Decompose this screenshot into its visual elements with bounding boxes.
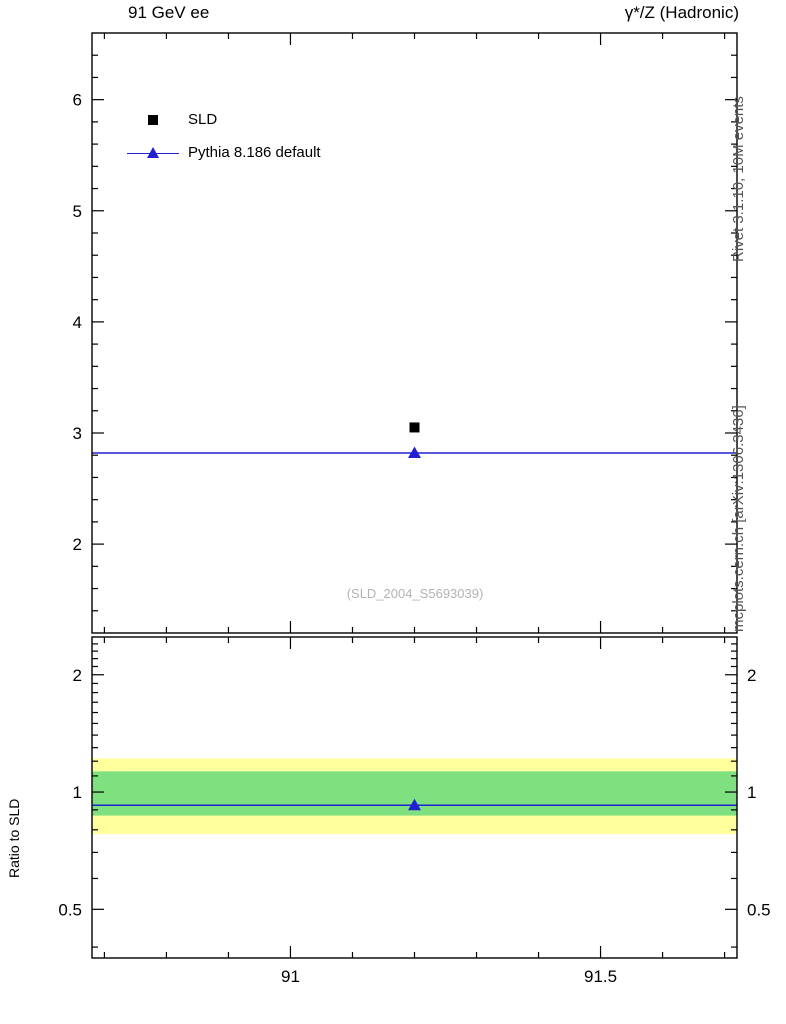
- ratio-panel-frame: [91, 636, 738, 959]
- main-y-tick-label: 4: [73, 313, 82, 332]
- ratio-y-tick-label-left: 1: [73, 783, 82, 802]
- ratio-y-tick-label-right: 1: [747, 783, 756, 802]
- x-tick-label: 91.5: [584, 967, 617, 986]
- main-y-tick-label: 5: [73, 202, 82, 221]
- beam-energy-title: 91 GeV ee: [128, 3, 210, 22]
- main-panel-series: [92, 422, 737, 458]
- axis-ticks: [92, 33, 737, 958]
- ratio-y-tick-label-right: 2: [747, 666, 756, 685]
- main-y-tick-label: 6: [73, 91, 82, 110]
- main-data-point: [409, 422, 420, 433]
- ratio-axis-label: Ratio to SLD: [6, 798, 22, 878]
- analysis-id-label: (SLD_2004_S5693039): [346, 586, 484, 601]
- ratio-uncertainty-bands: [92, 758, 737, 835]
- legend-label-data: SLD: [188, 111, 218, 128]
- main-panel-frame: [91, 32, 738, 634]
- ratio-panel-series: [92, 798, 737, 811]
- rivet-version-watermark: Rivet 3.1.10, 10M events: [730, 96, 747, 262]
- mc-line-triangle-marker-icon: [127, 136, 179, 169]
- legend-label-mc: Pythia 8.186 default: [188, 144, 321, 161]
- legend-item-mc: Pythia 8.186 default: [127, 136, 321, 169]
- legend: SLD Pythia 8.186 default: [127, 103, 321, 169]
- ratio-y-tick-label-left: 2: [73, 666, 82, 685]
- main-y-tick-label: 2: [73, 535, 82, 554]
- ratio-y-tick-label-left: 0.5: [58, 900, 82, 919]
- ratio-y-tick-label-right: 0.5: [747, 900, 771, 919]
- ratio-mc-point: [408, 798, 421, 811]
- legend-item-data: SLD: [127, 103, 321, 136]
- x-tick-label: 91: [281, 967, 300, 986]
- main-y-tick-label: 3: [73, 424, 82, 443]
- process-title: γ*/Z (Hadronic): [624, 3, 739, 22]
- main-mc-point: [408, 446, 421, 458]
- mcplots-arxiv-watermark: mcplots.cern.ch [arXiv:1306.3436]: [730, 405, 747, 632]
- data-square-marker-icon: [127, 103, 179, 136]
- axis-tick-labels: 2 3 4 5 6 0.5 0.5 1 1 2 2 91 91.5: [58, 91, 770, 986]
- panel-frames: [91, 32, 738, 959]
